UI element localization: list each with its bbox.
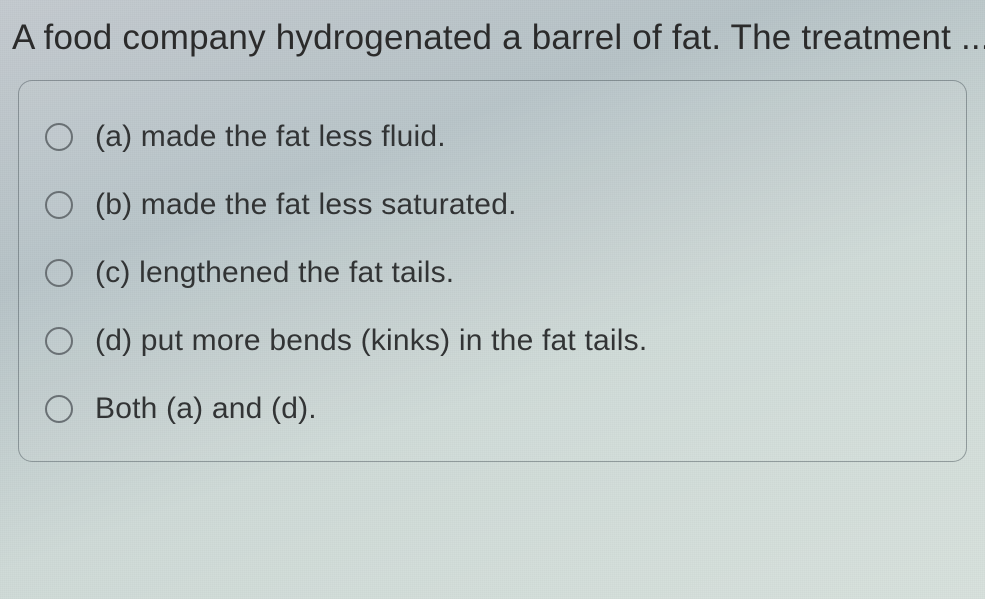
radio-icon[interactable]: [45, 191, 73, 219]
option-label: (c) lengthened the fat tails.: [95, 256, 454, 290]
radio-icon[interactable]: [45, 259, 73, 287]
option-d[interactable]: (d) put more bends (kinks) in the fat ta…: [45, 307, 940, 375]
options-card: (a) made the fat less fluid. (b) made th…: [18, 80, 967, 462]
option-a[interactable]: (a) made the fat less fluid.: [45, 103, 940, 171]
option-c[interactable]: (c) lengthened the fat tails.: [45, 239, 940, 307]
option-both-a-d[interactable]: Both (a) and (d).: [45, 375, 940, 443]
radio-icon[interactable]: [45, 327, 73, 355]
option-label: (a) made the fat less fluid.: [95, 120, 446, 154]
option-label: (d) put more bends (kinks) in the fat ta…: [95, 324, 647, 358]
radio-icon[interactable]: [45, 395, 73, 423]
option-label: (b) made the fat less saturated.: [95, 188, 517, 222]
radio-icon[interactable]: [45, 123, 73, 151]
option-b[interactable]: (b) made the fat less saturated.: [45, 171, 940, 239]
question-text: A food company hydrogenated a barrel of …: [0, 0, 985, 58]
option-label: Both (a) and (d).: [95, 392, 317, 426]
